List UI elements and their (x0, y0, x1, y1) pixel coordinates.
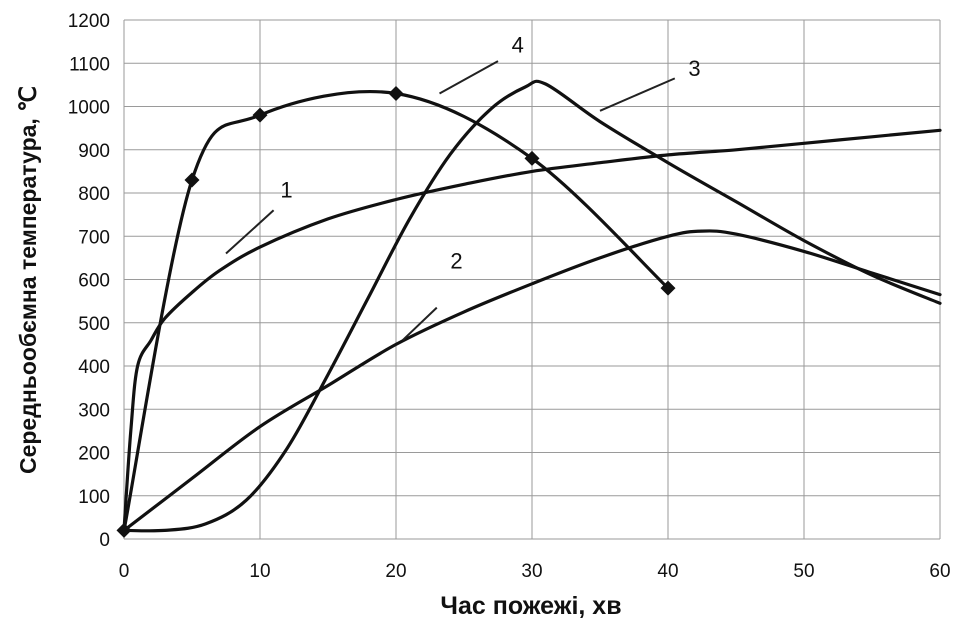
series-line-4 (122, 90, 670, 532)
label-pointer-line (439, 60, 499, 95)
x-tick-label: 0 (119, 561, 130, 582)
series-line-3 (122, 79, 942, 533)
label-pointers (225, 60, 676, 341)
y-tick-label: 300 (78, 400, 110, 421)
x-tick-label: 20 (385, 561, 406, 582)
series-markers (116, 86, 676, 538)
tick-labels: 0100200300400500600700800900100011001200… (68, 11, 951, 582)
x-tick-label: 10 (249, 561, 270, 582)
label-pointer-line (599, 77, 676, 112)
y-tick-label: 200 (78, 444, 110, 465)
grid-lines (123, 19, 941, 540)
y-tick-label: 800 (78, 184, 110, 205)
curve-label: 3 (688, 56, 700, 81)
y-tick-label: 1100 (69, 54, 110, 75)
series-curves (122, 79, 942, 533)
x-tick-label: 60 (929, 561, 950, 582)
curve-label: 1 (280, 177, 292, 202)
series-marker-4 (252, 107, 268, 123)
series-marker-4 (184, 172, 200, 188)
series-marker-4 (524, 150, 540, 166)
y-tick-label: 100 (78, 487, 110, 508)
curve-label: 4 (512, 32, 524, 57)
curve-label: 2 (450, 249, 462, 274)
curve-labels: 1 2 3 4 (280, 32, 700, 273)
y-tick-label: 0 (99, 530, 110, 551)
y-tick-label: 400 (78, 357, 110, 378)
series-line-2 (122, 229, 942, 532)
label-pointer-line (402, 306, 438, 341)
y-tick-label: 500 (78, 314, 110, 335)
y-tick-label: 900 (78, 141, 110, 162)
x-tick-label: 30 (521, 561, 542, 582)
series-line-1 (122, 128, 942, 532)
label-pointer-line (225, 209, 275, 255)
y-axis-title: Середньообємна температура, ℃ (15, 86, 41, 474)
y-tick-label: 600 (78, 271, 110, 292)
x-axis-title: Час пожежі, хв (440, 592, 621, 620)
x-tick-label: 40 (657, 561, 678, 582)
series-marker-4 (388, 86, 404, 102)
x-tick-label: 50 (793, 561, 814, 582)
y-tick-label: 1200 (68, 11, 110, 32)
series-marker-4 (660, 280, 676, 296)
y-tick-label: 1000 (68, 98, 110, 119)
y-tick-label: 700 (78, 227, 110, 248)
series-marker-4 (116, 522, 132, 538)
